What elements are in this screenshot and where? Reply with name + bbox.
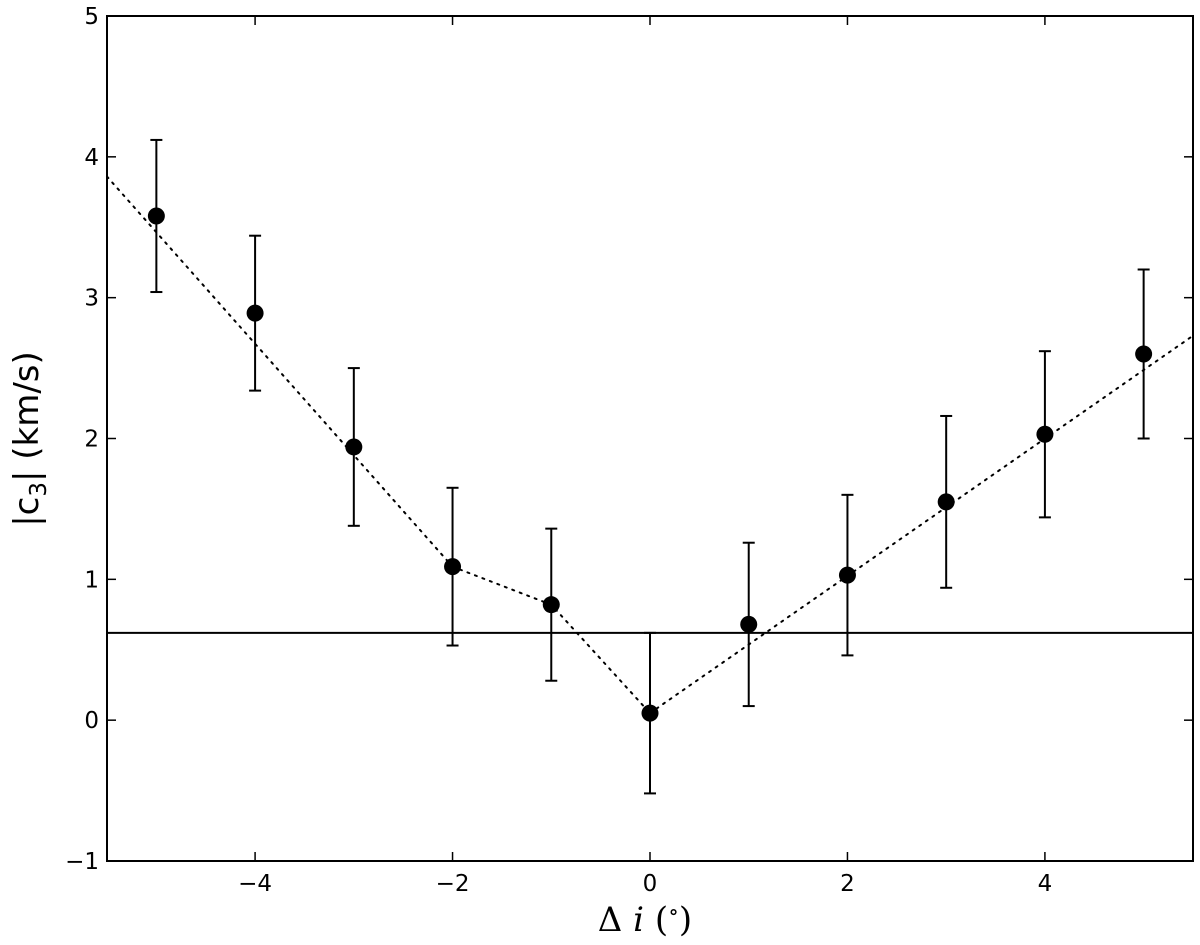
data-point bbox=[147, 207, 165, 225]
data-point bbox=[740, 615, 758, 633]
data-point bbox=[641, 704, 659, 722]
x-tick-label: 4 bbox=[1038, 871, 1053, 897]
x-tick-label: 0 bbox=[643, 871, 658, 897]
x-axis-title: Δ i (∘) bbox=[598, 900, 692, 940]
y-tick-label: 4 bbox=[84, 145, 99, 171]
y-tick-label: 3 bbox=[84, 286, 99, 312]
data-point bbox=[345, 438, 363, 456]
tick-labels: −4 −2 0 2 4 −1 0 1 2 3 4 5 bbox=[65, 4, 1052, 897]
data-point bbox=[1135, 345, 1153, 363]
y-axis-title: |c3| (km/s) bbox=[7, 351, 52, 527]
data-point bbox=[542, 596, 560, 614]
data-point bbox=[838, 566, 856, 584]
data-point bbox=[444, 558, 462, 576]
data-point bbox=[1036, 425, 1054, 443]
y-tick-label: 2 bbox=[84, 427, 99, 453]
trend-line-right bbox=[649, 334, 1194, 715]
axis-ticks bbox=[107, 15, 1193, 862]
data-point bbox=[937, 493, 955, 511]
x-tick-label: −4 bbox=[238, 871, 272, 897]
y-tick-label: −1 bbox=[65, 849, 99, 875]
x-tick-label: 2 bbox=[840, 871, 855, 897]
x-tick-label: −2 bbox=[436, 871, 470, 897]
plot-marks bbox=[106, 138, 1194, 795]
trend-line-left bbox=[106, 175, 454, 568]
y-tick-label: 5 bbox=[84, 4, 99, 30]
data-point bbox=[246, 304, 264, 322]
y-tick-label: 0 bbox=[84, 708, 99, 734]
y-tick-label: 1 bbox=[84, 567, 99, 593]
